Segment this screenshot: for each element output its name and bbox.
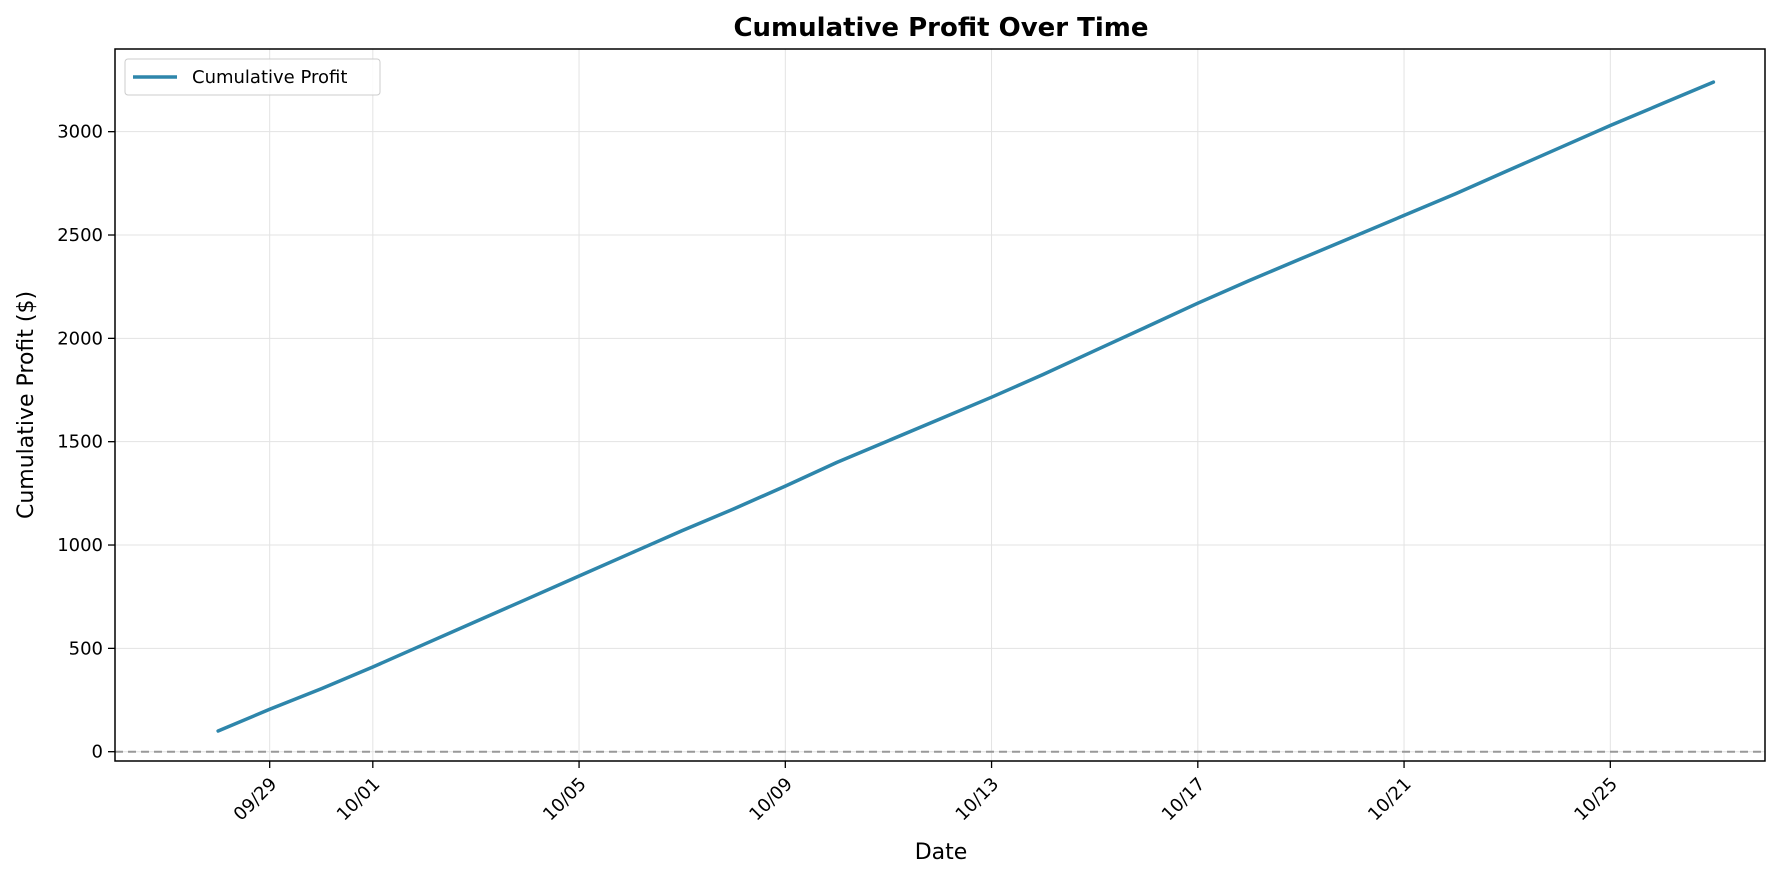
x-tick-label: 10/17: [1158, 774, 1210, 826]
y-tick-label: 0: [92, 742, 103, 763]
series-line-cumulative-profit: [216, 80, 1716, 733]
chart-title: Cumulative Profit Over Time: [733, 13, 1148, 43]
series-layer: [216, 80, 1716, 733]
y-tick-label: 3000: [57, 122, 103, 143]
y-tick-label: 2000: [57, 328, 103, 349]
x-tick-label: 10/21: [1364, 774, 1416, 826]
x-axis-label: Date: [915, 840, 968, 865]
x-tick-label: 09/29: [230, 774, 282, 826]
legend-label: Cumulative Profit: [192, 67, 347, 88]
x-tick-label: 10/13: [952, 774, 1004, 826]
x-tick-label: 10/25: [1570, 774, 1622, 826]
legend: Cumulative Profit: [124, 58, 381, 96]
y-axis-ticks: 0 500 1000 1500 2000 2500 3000: [57, 122, 115, 763]
y-tick-label: 1500: [57, 432, 103, 453]
x-tick-label: 10/05: [539, 774, 591, 826]
x-axis-ticks: 09/29 10/01 10/05 10/09 10/13 10/17 10/21 10/25: [230, 761, 1622, 825]
y-axis-label: Cumulative Profit ($): [14, 291, 39, 519]
grid: [115, 49, 1765, 761]
y-tick-label: 2500: [57, 225, 103, 246]
plot-area-frame: [114, 48, 1766, 762]
x-tick-label: 10/01: [333, 774, 385, 826]
y-tick-label: 1000: [57, 535, 103, 556]
y-tick-label: 500: [69, 638, 103, 659]
x-tick-label: 10/09: [745, 774, 797, 826]
legend-box: [124, 58, 381, 96]
